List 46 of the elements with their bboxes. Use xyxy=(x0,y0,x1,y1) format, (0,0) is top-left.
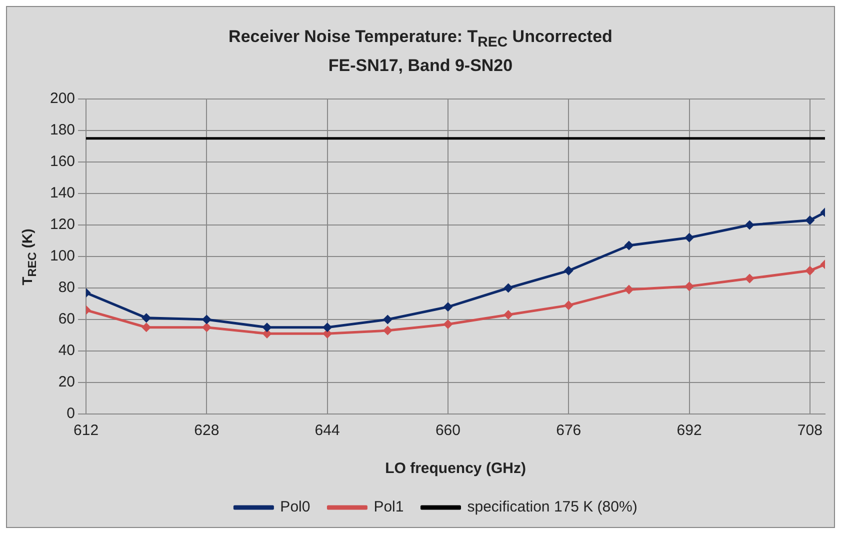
point xyxy=(202,323,211,332)
legend-label: Pol1 xyxy=(374,498,404,516)
point xyxy=(564,266,573,275)
y-tick-label: 200 xyxy=(50,90,76,108)
point xyxy=(806,216,814,225)
point xyxy=(504,284,513,292)
point xyxy=(444,320,452,328)
point xyxy=(564,301,573,310)
x-tick-label: 660 xyxy=(435,422,460,440)
y-tick-label: 100 xyxy=(50,248,76,265)
legend-label: Pol0 xyxy=(280,498,310,516)
y-tick-label: 60 xyxy=(58,310,76,328)
y-tick-label: 20 xyxy=(58,374,76,391)
y-tick-label: 80 xyxy=(58,279,76,296)
x-tick-label: 612 xyxy=(74,422,99,440)
point xyxy=(685,282,694,291)
point xyxy=(142,323,151,332)
point xyxy=(504,310,513,320)
point xyxy=(745,274,754,283)
point xyxy=(685,233,694,242)
point xyxy=(142,314,151,322)
x-tick-label: 692 xyxy=(676,422,702,440)
x-tick-label: 676 xyxy=(556,422,582,440)
x-axis-title: LO frequency (GHz) xyxy=(385,460,526,478)
point xyxy=(383,326,392,335)
y-tick-label: 0 xyxy=(66,405,76,422)
y-tick-label: 40 xyxy=(58,342,76,360)
point xyxy=(624,241,634,250)
point xyxy=(806,266,814,275)
point xyxy=(323,323,332,332)
legend-label: specification 175 K (80%) xyxy=(467,498,638,516)
y-tick-label: 160 xyxy=(50,153,76,170)
point xyxy=(383,315,392,324)
point xyxy=(745,220,754,230)
x-tick-label: 708 xyxy=(797,422,822,440)
chart-title: Receiver Noise Temperature: T$_{REC}$ Uncorrected xyxy=(228,26,614,52)
y-tick-label: 180 xyxy=(50,122,76,139)
x-tick-label: 644 xyxy=(314,422,340,440)
point xyxy=(444,302,452,312)
y-tick-label: 140 xyxy=(50,184,76,202)
point xyxy=(202,315,211,324)
y-tick-label: 120 xyxy=(50,216,76,234)
chart-subtitle: FE-SN17, Band 9-SN20 xyxy=(327,55,514,78)
x-tick-label: 628 xyxy=(194,422,220,440)
point xyxy=(624,285,634,294)
point xyxy=(262,323,272,332)
